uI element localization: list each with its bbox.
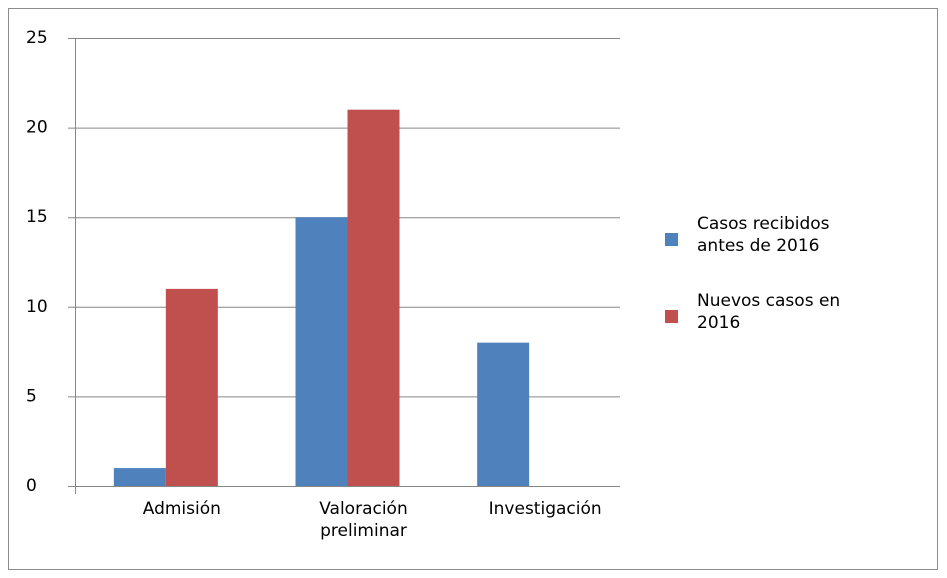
legend-marker: [665, 233, 678, 246]
bar: [113, 468, 166, 486]
x-tick-label: Valoración preliminar: [319, 499, 408, 541]
bar: [295, 217, 348, 486]
y-tick-label: 20: [26, 118, 48, 138]
y-tick-label: 15: [26, 207, 48, 227]
y-tick-label: 0: [26, 476, 37, 496]
bar: [477, 342, 530, 486]
x-tick-label: Investigación: [488, 499, 602, 519]
bar: [165, 288, 218, 486]
legend-label: Casos recibidos antes de 2016: [697, 214, 830, 256]
legend-marker: [665, 310, 678, 323]
y-tick-label: 25: [26, 28, 48, 48]
bar: [347, 109, 400, 487]
y-tick-label: 10: [26, 297, 48, 317]
x-tick-label: Admisión: [142, 499, 221, 519]
y-tick-label: 5: [26, 386, 37, 406]
legend-label: Nuevos casos en 2016: [697, 291, 841, 333]
